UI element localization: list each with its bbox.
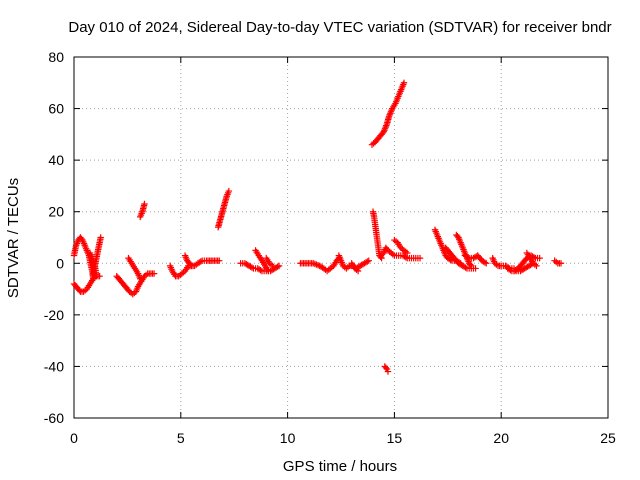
data-point <box>481 259 489 266</box>
data-point <box>257 266 264 274</box>
data-point <box>150 270 158 277</box>
data-point <box>225 187 233 195</box>
data-point <box>90 275 97 282</box>
data-point <box>464 254 471 261</box>
chart-title: Day 010 of 2024, Sidereal Day-to-day VTE… <box>68 19 611 36</box>
data-point <box>416 254 424 262</box>
data-point <box>138 278 145 285</box>
x-tick-label: 20 <box>493 430 509 446</box>
x-tick-label: 10 <box>280 430 296 446</box>
y-tick-label: 20 <box>48 204 64 220</box>
data-point <box>365 257 372 264</box>
data-point <box>269 262 276 270</box>
x-tick-label: 25 <box>600 430 616 446</box>
data-point <box>93 272 100 280</box>
data-point <box>188 262 195 270</box>
y-tick-label: 80 <box>48 49 64 65</box>
data-point <box>400 79 408 86</box>
data-point <box>557 260 565 267</box>
data-point <box>467 261 474 268</box>
data-point <box>354 267 362 275</box>
data-point <box>141 200 148 208</box>
axis-ticks <box>73 56 609 419</box>
x-tick-labels: 0 5 10 15 20 25 <box>70 430 616 446</box>
data-point <box>187 261 194 268</box>
x-axis-label: GPS time / hours <box>283 458 397 475</box>
data-point <box>483 260 490 267</box>
data-point <box>472 265 479 272</box>
x-tick-label: 0 <box>70 430 78 446</box>
data-point <box>382 364 390 371</box>
y-tick-label: 40 <box>48 152 64 168</box>
data-point <box>275 262 283 270</box>
data-point <box>553 258 560 266</box>
grid <box>74 57 608 418</box>
y-tick-label: 60 <box>48 101 64 117</box>
data-point <box>384 368 392 375</box>
data-point <box>536 254 543 262</box>
y-tick-label: -60 <box>44 410 64 426</box>
data-point <box>533 262 540 270</box>
data-points <box>70 79 565 375</box>
y-tick-label: -40 <box>44 358 64 374</box>
data-point <box>468 262 475 270</box>
data-point <box>402 254 409 261</box>
x-tick-label: 5 <box>177 430 185 446</box>
y-axis-label: SDTVAR / TECUs <box>5 178 22 298</box>
data-point <box>404 249 411 257</box>
y-tick-labels: -60 -40 -20 0 20 40 60 80 <box>44 49 64 426</box>
data-point <box>462 264 469 271</box>
x-tick-label: 15 <box>387 430 403 446</box>
data-point <box>197 258 204 265</box>
data-point <box>265 267 272 275</box>
y-tick-label: 0 <box>56 255 64 271</box>
data-point <box>364 258 371 265</box>
data-point <box>216 257 223 264</box>
y-tick-label: -20 <box>44 307 64 323</box>
data-point <box>274 263 281 270</box>
data-point <box>248 264 256 271</box>
plot-frame <box>73 56 609 419</box>
